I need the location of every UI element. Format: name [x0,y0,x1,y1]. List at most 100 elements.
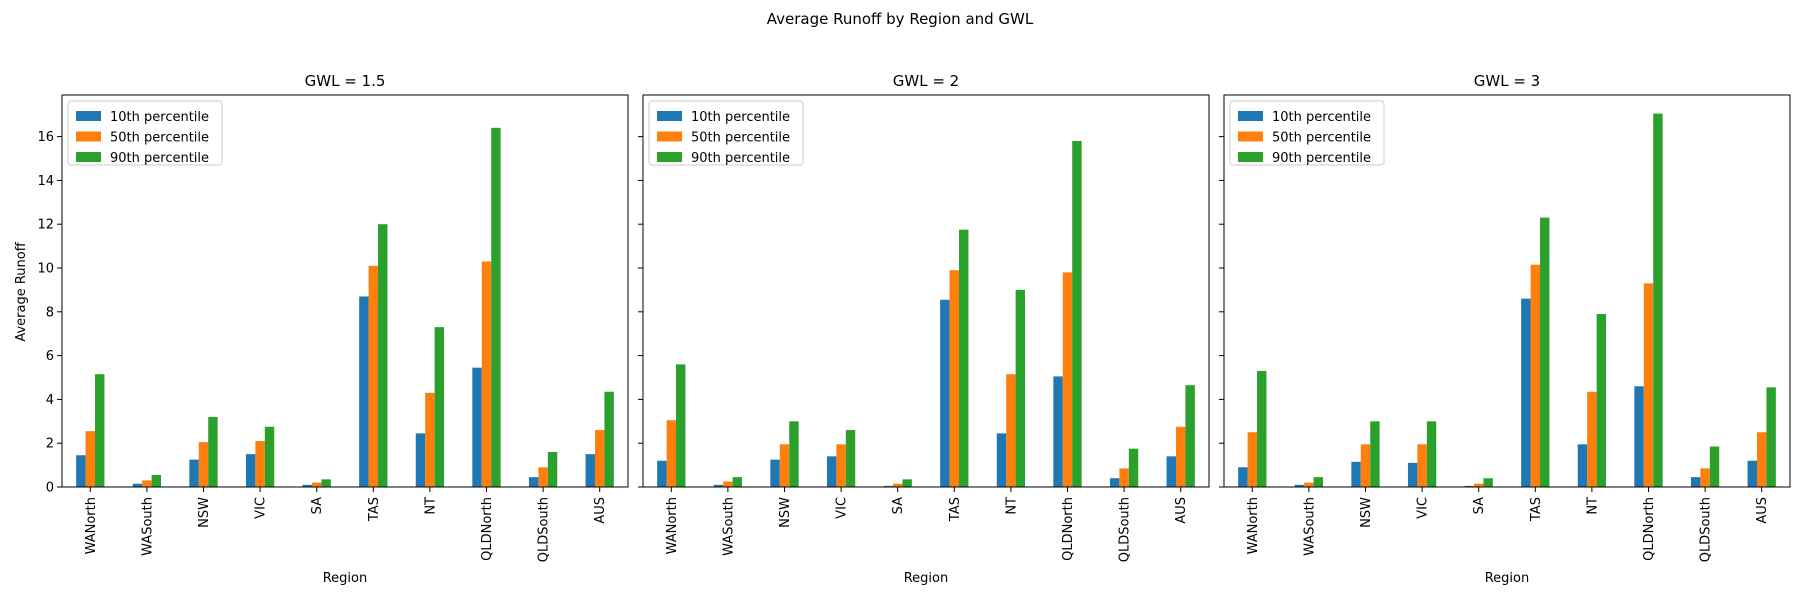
x-tick-label: WANorth [665,497,680,554]
panel-1: GWL = 1.5 0 2 4 6 8 10 12 14 16 WANorth WASouth NSW V… [37,72,629,586]
bar-NSW-3 [208,416,218,487]
legend: 10th percentile 50th percentile 90th perce… [648,100,804,166]
legend-label: 10th percentile [110,110,209,125]
x-tick-label: WANorth [1246,497,1261,554]
bar-QLDSouth-3 [1128,448,1139,487]
bar-NSW-2 [779,444,790,487]
y-tick-label: 14 [37,174,54,189]
legend-box [1229,100,1385,166]
bar-VIC-1 [1407,462,1418,487]
x-tick-label: WANorth [84,497,99,554]
bar-SA-3 [321,479,331,487]
figure-title: Average Runoff by Region and GWL [767,10,1034,28]
bar-WASouth-3 [732,477,743,487]
bar-AUS-3 [1766,387,1776,487]
panel-2: GWL = 2 WANorth WASouth NSW VIC SA TAS NT QLDNor… [638,72,1210,586]
x-axis-label: Region [1485,571,1530,586]
bar-VIC-3 [1426,421,1437,487]
bar-SA-2 [311,482,322,487]
legend-swatch-2 [76,131,101,142]
x-tick-label: WASouth [1302,497,1317,556]
bar-QLDSouth-2 [1119,468,1129,487]
x-tick-label: NSW [1359,497,1374,528]
legend-swatch-2 [657,131,682,142]
bar-QLDNorth-2 [1062,272,1073,487]
bar-NT-1 [996,433,1007,487]
bar-NSW-1 [1351,461,1361,487]
x-tick-label: SA [310,497,325,514]
bar-NSW-1 [189,459,199,487]
axes-frame [1223,94,1791,488]
bar-WANorth-3 [95,374,105,487]
bar-AUS-3 [604,391,614,487]
x-tick-label: TAS [1529,497,1544,522]
legend-label: 90th percentile [691,151,790,166]
bar-WANorth-1 [76,455,86,487]
bar-AUS-1 [585,454,595,487]
bar-VIC-1 [826,456,837,487]
x-axis-label: Region [323,571,368,586]
bar-NSW-2 [198,442,209,487]
panel-title: GWL = 1.5 [305,72,386,90]
panels: GWL = 1.5 0 2 4 6 8 10 12 14 16 WANorth WASouth NSW V… [37,72,1791,586]
bar-QLDNorth-2 [481,261,492,487]
bar-AUS-2 [1756,432,1767,487]
legend-swatch-3 [76,152,101,162]
bar-WASouth-3 [151,474,162,487]
legend-label: 50th percentile [691,131,790,146]
bar-WANorth-3 [1257,370,1267,487]
bar-TAS-2 [949,270,960,487]
legend-label: 10th percentile [1272,110,1371,125]
bar-TAS-3 [378,224,388,487]
bar-QLDSouth-3 [547,451,558,487]
legend-label: 90th percentile [1272,151,1371,166]
bar-TAS-1 [940,299,950,487]
bar-WASouth-1 [713,484,724,487]
bar-TAS-1 [359,296,369,487]
x-tick-label: SA [891,497,906,514]
legend-label: 50th percentile [110,131,209,146]
bar-VIC-1 [245,454,256,487]
legend-label: 90th percentile [110,151,209,166]
x-tick-label: TAS [367,497,382,522]
legend-label: 10th percentile [691,110,790,125]
x-tick-label: VIC [254,497,269,519]
bar-VIC-2 [1417,444,1427,487]
panel-title: GWL = 2 [893,72,959,90]
bar-AUS-2 [1175,426,1186,487]
bar-NT-3 [1596,313,1607,487]
bar-TAS-2 [1530,264,1541,487]
y-tick-label: 16 [37,130,54,145]
bar-AUS-2 [594,430,605,487]
legend-swatch-1 [76,111,101,121]
x-tick-label: QLDNorth [480,497,495,561]
axes-frame [61,94,629,488]
bar-QLDSouth-2 [538,467,548,487]
bar-SA-3 [1483,478,1493,487]
legend-swatch-1 [657,111,682,121]
x-tick-label: QLDNorth [1061,497,1076,561]
x-tick-label: AUS [1755,497,1770,524]
legend: 10th percentile 50th percentile 90th perce… [1229,100,1385,166]
x-tick-label: VIC [1416,497,1431,519]
legend-swatch-3 [657,152,682,162]
bar-TAS-3 [1540,217,1550,487]
legend-swatch-2 [1238,131,1263,142]
legend: 10th percentile 50th percentile 90th perce… [67,100,223,166]
bar-WANorth-1 [1238,467,1248,487]
x-tick-label: QLDSouth [1699,497,1714,562]
bar-WASouth-1 [132,483,143,487]
bar-QLDSouth-1 [1109,478,1120,487]
bar-VIC-2 [255,441,265,487]
y-tick-label: 6 [46,349,54,364]
bar-QLDSouth-1 [528,477,539,487]
bar-WASouth-2 [142,480,152,487]
bar-NT-3 [434,327,445,487]
bar-WANorth-2 [666,420,677,487]
bar-NSW-3 [1370,421,1380,487]
y-tick-label: 4 [46,393,54,408]
bar-AUS-1 [1166,456,1176,487]
legend-swatch-1 [1238,111,1263,121]
bar-NT-2 [425,392,435,487]
